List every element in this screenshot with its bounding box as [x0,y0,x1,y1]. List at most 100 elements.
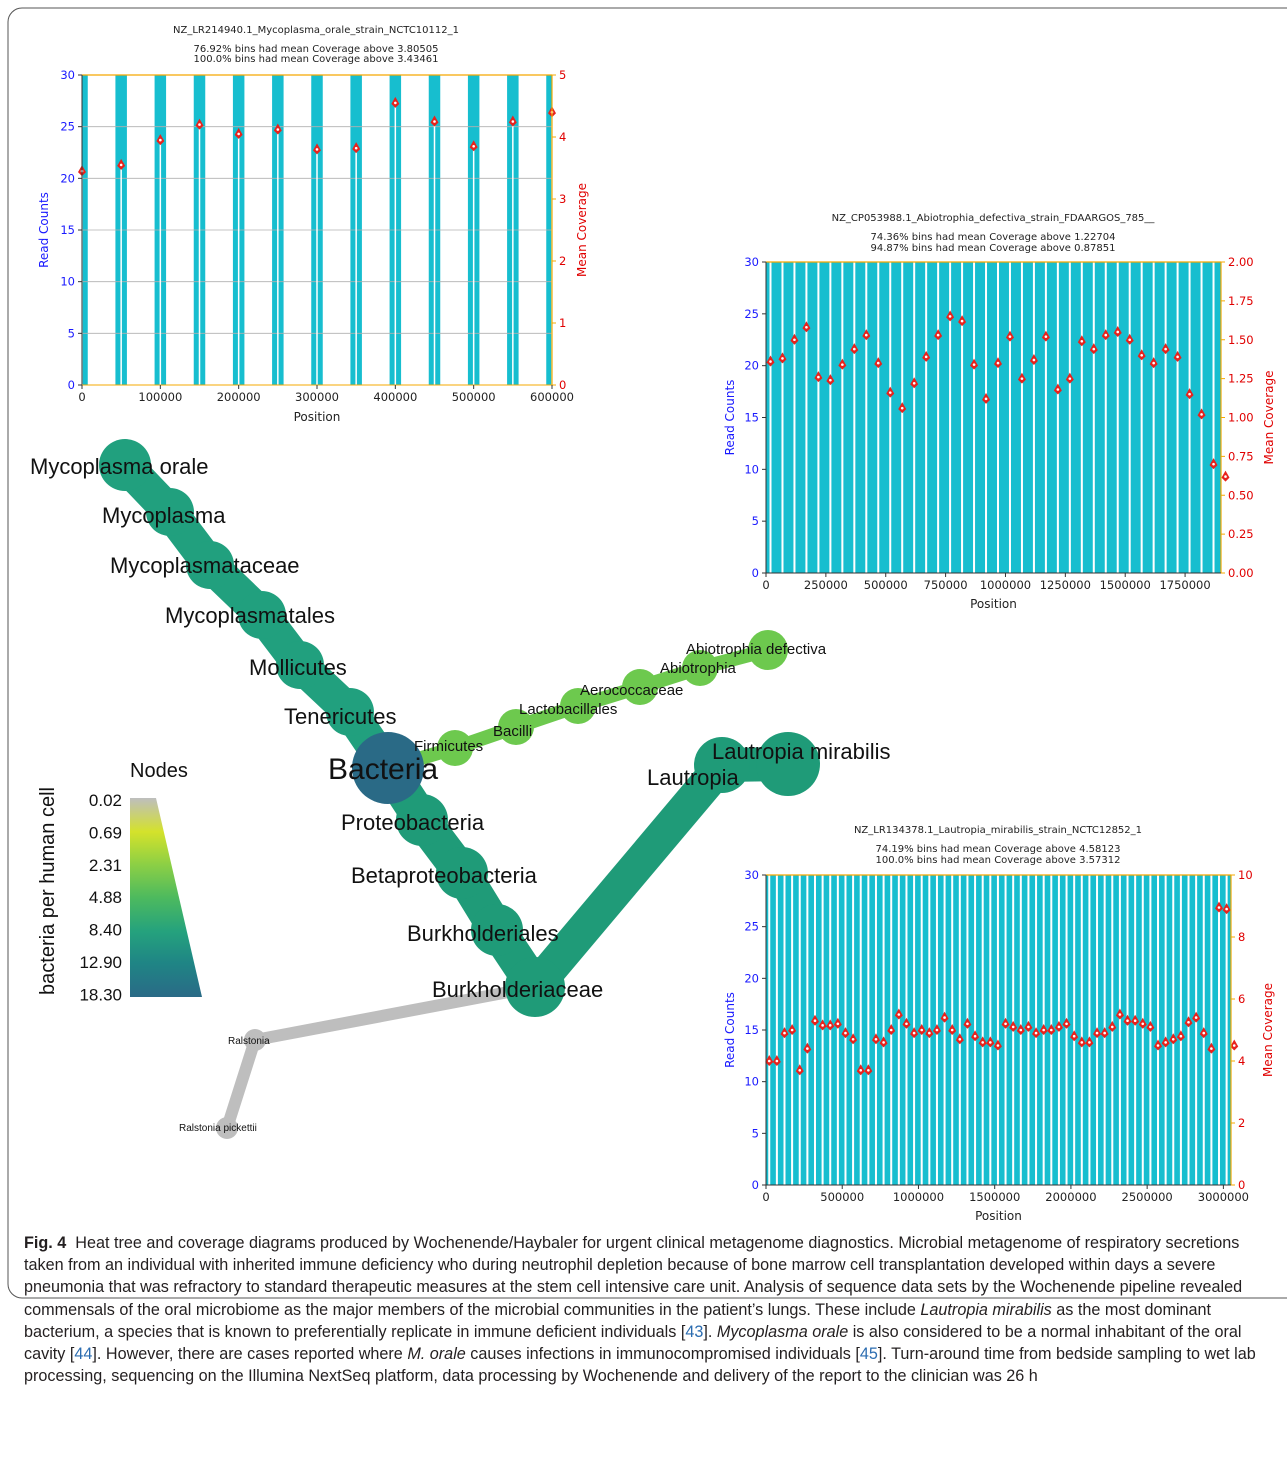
coverage-marker-center [920,1028,924,1032]
y-tick-label: 15 [744,1023,759,1037]
y2-tick-label: 0.50 [1228,488,1254,502]
y-tick-label: 10 [60,275,75,289]
label-firmicutes: Firmicutes [414,738,483,755]
chart-subtitle: 76.92% bins had mean Coverage above 3.80… [194,44,439,55]
coverage-marker-center [989,1041,992,1044]
coverage-marker-center [876,361,880,365]
legend-value: 4.88 [89,888,122,907]
node-burkholderiales [471,904,523,956]
x-tick-label: 0 [762,1190,769,1204]
node-burkholderiaceae [505,957,565,1017]
label-bacteria: Bacteria [328,753,438,786]
coverage-marker-center [924,355,928,359]
coverage-marker-center [1011,1025,1015,1029]
y-tick-label: 30 [744,255,759,269]
coverage-marker-center [1065,1022,1068,1026]
label-lautropia: Lautropia [647,765,740,790]
coverage-marker-center [889,1028,893,1032]
caption-text-5: ]. However, there are cases reported whe… [92,1345,408,1364]
coverage-marker-center [1187,1020,1190,1024]
x-tick-label: 0 [762,578,769,592]
coverage-marker-center [1149,1025,1152,1029]
caption-text-7: ]. Turn-around time from bedside samplin… [24,1345,1256,1386]
node-lautropia [694,737,750,793]
node-mycoplasmatales [238,591,286,639]
coverage-marker-center [1224,475,1227,478]
node-firmicutes [437,730,473,766]
y-tick-label: 20 [60,171,75,185]
coverage-marker-center [958,1038,962,1041]
node-abiotrophia [682,650,718,686]
coverage-marker-center [912,381,916,385]
x-tick-label: 0 [78,390,85,404]
node-lactobacillales [560,688,596,724]
x-tick-label: 750000 [924,578,968,592]
y2-tick-label: 8 [1238,930,1245,944]
coverage-marker-center [981,1041,984,1044]
chart-subtitle: 100.0% bins had mean Coverage above 3.57… [876,855,1121,866]
x-tick-label: 200000 [217,390,261,404]
coverage-marker-center [813,1019,817,1022]
coverage-marker-center [1164,1041,1167,1044]
coverage-marker-center [1056,388,1060,391]
legend-color-wedge [130,798,202,997]
y2-tick-label: 2 [1238,1116,1245,1130]
coverage-marker-center [805,326,808,329]
coverage-marker-center [996,1044,1000,1047]
coverage-marker-center [1057,1025,1061,1029]
coverage-marker-center [1141,1022,1145,1026]
coverage-marker-center [1128,338,1132,342]
x-axis-label: Position [975,1209,1022,1223]
y-tick-label: 15 [744,411,759,425]
coverage-marker-center [1004,1022,1007,1026]
node-lautropia-mirabilis [756,732,820,796]
coverage-marker-center [394,101,397,105]
y2-tick-label: 6 [1238,992,1245,1006]
coverage-marker-center [912,1031,916,1035]
label-lactobacillales: Lactobacillales [519,701,617,718]
node-ralstonia [244,1029,266,1051]
coverage-marker-center [1080,340,1084,343]
coverage-marker-center [829,378,832,382]
figure-label: Fig. 4 [24,1234,67,1252]
coverage-marker-center [1164,347,1167,351]
node-tenericutes [326,688,374,736]
node-mycoplasmataceae [186,541,234,589]
node-abiotrophia-defectiva [748,630,788,670]
plot-area [82,75,552,385]
coverage-marker-center [928,1031,931,1035]
coverage-marker-center [1032,358,1036,362]
coverage-marker-center [859,1069,863,1072]
node-proteobacteria [396,794,448,846]
coverage-marker-center [1042,1028,1045,1032]
coverage-marker-center [996,361,1000,365]
coverage-marker-center [1019,1028,1023,1032]
coverage-marker-center [1202,1031,1206,1035]
y-tick-label: 5 [752,514,759,528]
coverage-marker-center [1140,354,1143,357]
x-axis-label: Position [970,597,1017,611]
coverage-marker-center [960,319,964,323]
coverage-marker-center [119,163,123,167]
coverage-marker-center [1188,392,1191,396]
citation-link-43[interactable]: 43 [685,1322,704,1341]
node-bacteria [352,732,424,804]
label-bacilli: Bacilli [493,723,532,740]
coverage-marker-center [1156,1044,1160,1047]
citation-link-44[interactable]: 44 [74,1345,93,1364]
coverage-marker-center [888,391,892,394]
y2-tick-label: 10 [1238,868,1253,882]
coverage-marker-center [354,146,358,150]
y-tick-label: 5 [752,1126,759,1140]
legend-value: 2.31 [89,856,122,875]
coverage-marker-center [1092,347,1096,351]
node-ralstonia-pickettii [216,1117,238,1139]
coverage-marker-center [853,347,856,351]
legend-axis-label: bacteria per human cell [37,787,59,995]
x-tick-label: 500000 [864,578,908,592]
citation-link-45[interactable]: 45 [859,1345,878,1364]
y2-axis-label: Mean Coverage [1262,370,1276,464]
coverage-marker-center [1104,333,1108,337]
coverage-marker-center [1126,1019,1129,1022]
coverage-chart-lautropia-mirabilis: NZ_LR134378.1_Lautropia_mirabilis_strain… [723,825,1275,1223]
